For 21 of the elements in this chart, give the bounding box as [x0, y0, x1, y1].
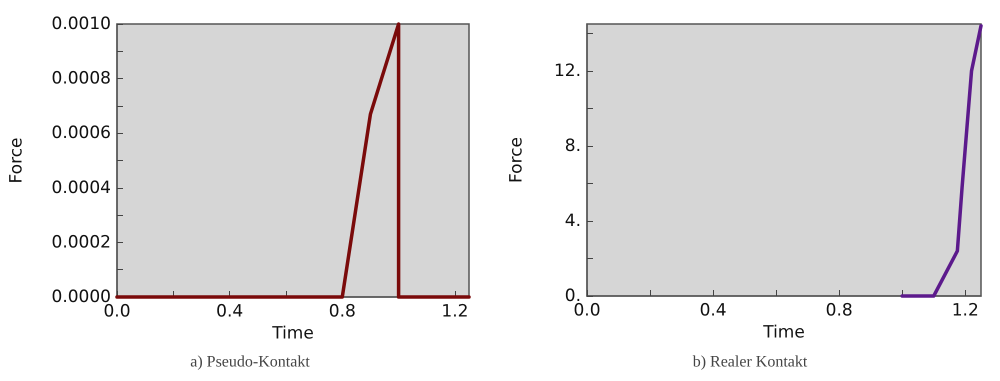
y-tick-label: 0.0006: [52, 123, 111, 144]
x-tick-label: 0.4: [216, 302, 244, 322]
y-tick-label: 0.0004: [52, 178, 111, 198]
text: a) Pseudo-Kontakt: [190, 354, 310, 370]
y-tick-label: 8.: [564, 136, 581, 156]
x-axis-title: Time: [762, 322, 805, 342]
y-tick-label: 0.0002: [52, 232, 111, 252]
line-series: [900, 24, 983, 298]
text: b) Realer Kontakt: [692, 354, 808, 370]
y-axis-title: Force: [6, 138, 26, 184]
x-tick-label: 1.2: [952, 300, 979, 320]
x-tick-label: 1.2: [441, 302, 468, 322]
y-tick-label: 12.: [554, 60, 581, 81]
y-tick-label: 4.: [564, 210, 581, 231]
x-axis-title: Time: [271, 324, 314, 344]
x-tick-label: 0.4: [700, 300, 727, 320]
y-tick-label: 0.0010: [52, 14, 111, 34]
y-axis-title: Force: [506, 137, 526, 183]
x-tick-label: 0.8: [328, 302, 356, 322]
x-tick-label: 0.8: [826, 300, 853, 320]
y-tick-label: 0.0008: [52, 68, 111, 89]
